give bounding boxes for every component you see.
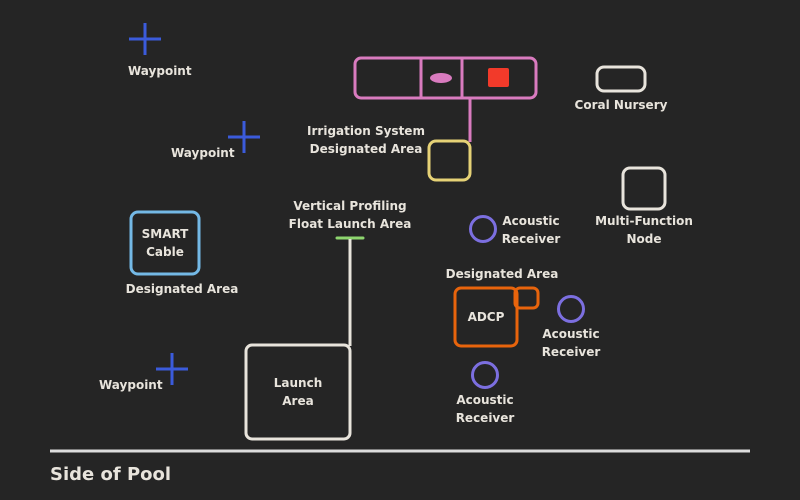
launch-area-label-line2: Area	[282, 394, 314, 408]
adcp-label: ADCP	[467, 310, 505, 324]
smart-cable-area-label: Designated Area	[125, 282, 239, 296]
float-label-line2: Float Launch Area	[288, 217, 412, 231]
adcp-unit	[453, 286, 540, 348]
coral-nursery-label: Coral Nursery	[574, 98, 668, 112]
waypoint-label-1: Waypoint	[128, 64, 192, 78]
acoustic-receiver-marker-1	[469, 215, 497, 243]
smart-cable-label-line1: SMART	[141, 227, 189, 241]
waypoint-label-3: Waypoint	[99, 378, 163, 392]
acoustic-receiver-label-2-line1: Acoustic	[542, 327, 600, 341]
coral-nursery-box	[595, 65, 647, 93]
waypoint-marker-1	[129, 23, 161, 55]
float-label-line1: Vertical Profiling	[293, 199, 407, 213]
launch-area-box	[244, 343, 352, 441]
waypoint-marker-3	[156, 353, 188, 385]
irrigation-label-line2: Designated Area	[309, 142, 423, 156]
waypoint-marker-2	[228, 121, 260, 153]
waypoint-label-2: Waypoint	[171, 146, 235, 160]
acoustic-receiver-label-2-line2: Receiver	[541, 345, 601, 359]
acoustic-receiver-marker-3	[471, 361, 499, 389]
launch-area-label-line1: Launch	[273, 376, 323, 390]
pool-side-label: Side of Pool	[50, 464, 172, 485]
smart-cable-box	[129, 210, 201, 276]
multi-function-node-box	[621, 166, 667, 211]
acoustic-receiver-label-3-line2: Receiver	[455, 411, 515, 425]
irrigation-system	[353, 56, 538, 182]
irrigation-label-line1: Irrigation System	[307, 124, 425, 138]
acoustic-receiver-marker-2	[557, 295, 585, 323]
multi-function-node-label-line1: Multi-Function	[595, 214, 693, 228]
adcp-area-label: Designated Area	[445, 267, 559, 281]
smart-cable-label-line2: Cable	[146, 245, 184, 259]
acoustic-receiver-label-3-line1: Acoustic	[456, 393, 514, 407]
acoustic-receiver-label-1-line2: Receiver	[501, 232, 561, 246]
float-launch-marker	[335, 236, 365, 346]
multi-function-node-label-line2: Node	[626, 232, 662, 246]
acoustic-receiver-label-1-line1: Acoustic	[502, 214, 560, 228]
